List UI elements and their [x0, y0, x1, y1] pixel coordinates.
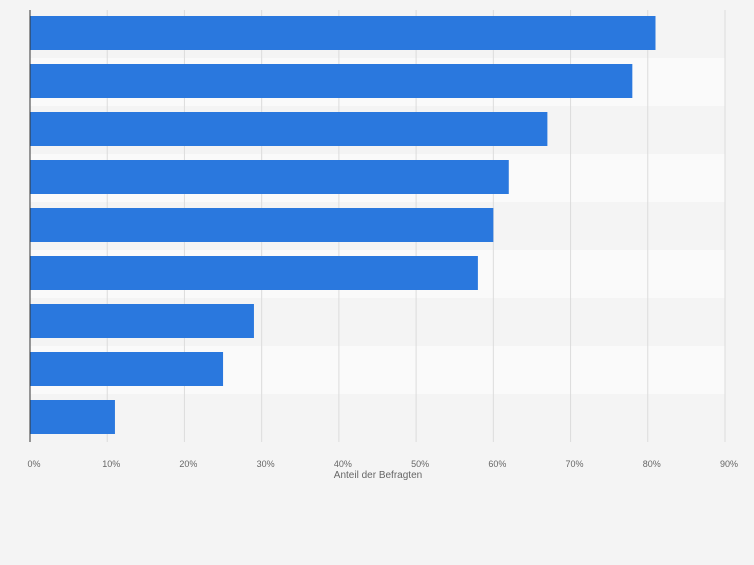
x-tick-label: 70% [566, 459, 584, 469]
bar[interactable] [30, 112, 548, 146]
row-band [30, 394, 725, 442]
x-axis-label: Anteil der Befragten [334, 470, 422, 481]
x-tick-label: 30% [257, 459, 275, 469]
bar[interactable] [30, 160, 509, 194]
bar[interactable] [30, 16, 656, 50]
x-tick-labels: 0% 10% 20% 30% 40% 50% 60% 70% 80% 90% [27, 459, 738, 469]
bars [30, 16, 656, 434]
x-tick-label: 90% [720, 459, 738, 469]
bar[interactable] [30, 352, 224, 386]
bar[interactable] [30, 304, 254, 338]
x-tick-label: 60% [488, 459, 506, 469]
bar[interactable] [30, 400, 115, 434]
x-tick-label: 20% [179, 459, 197, 469]
bar[interactable] [30, 64, 633, 98]
bar[interactable] [30, 256, 478, 290]
x-tick-label: 0% [27, 459, 40, 469]
x-tick-label: 50% [411, 459, 429, 469]
x-tick-label: 40% [334, 459, 352, 469]
x-tick-label: 10% [102, 459, 120, 469]
x-tick-label: 80% [643, 459, 661, 469]
bar[interactable] [30, 208, 494, 242]
